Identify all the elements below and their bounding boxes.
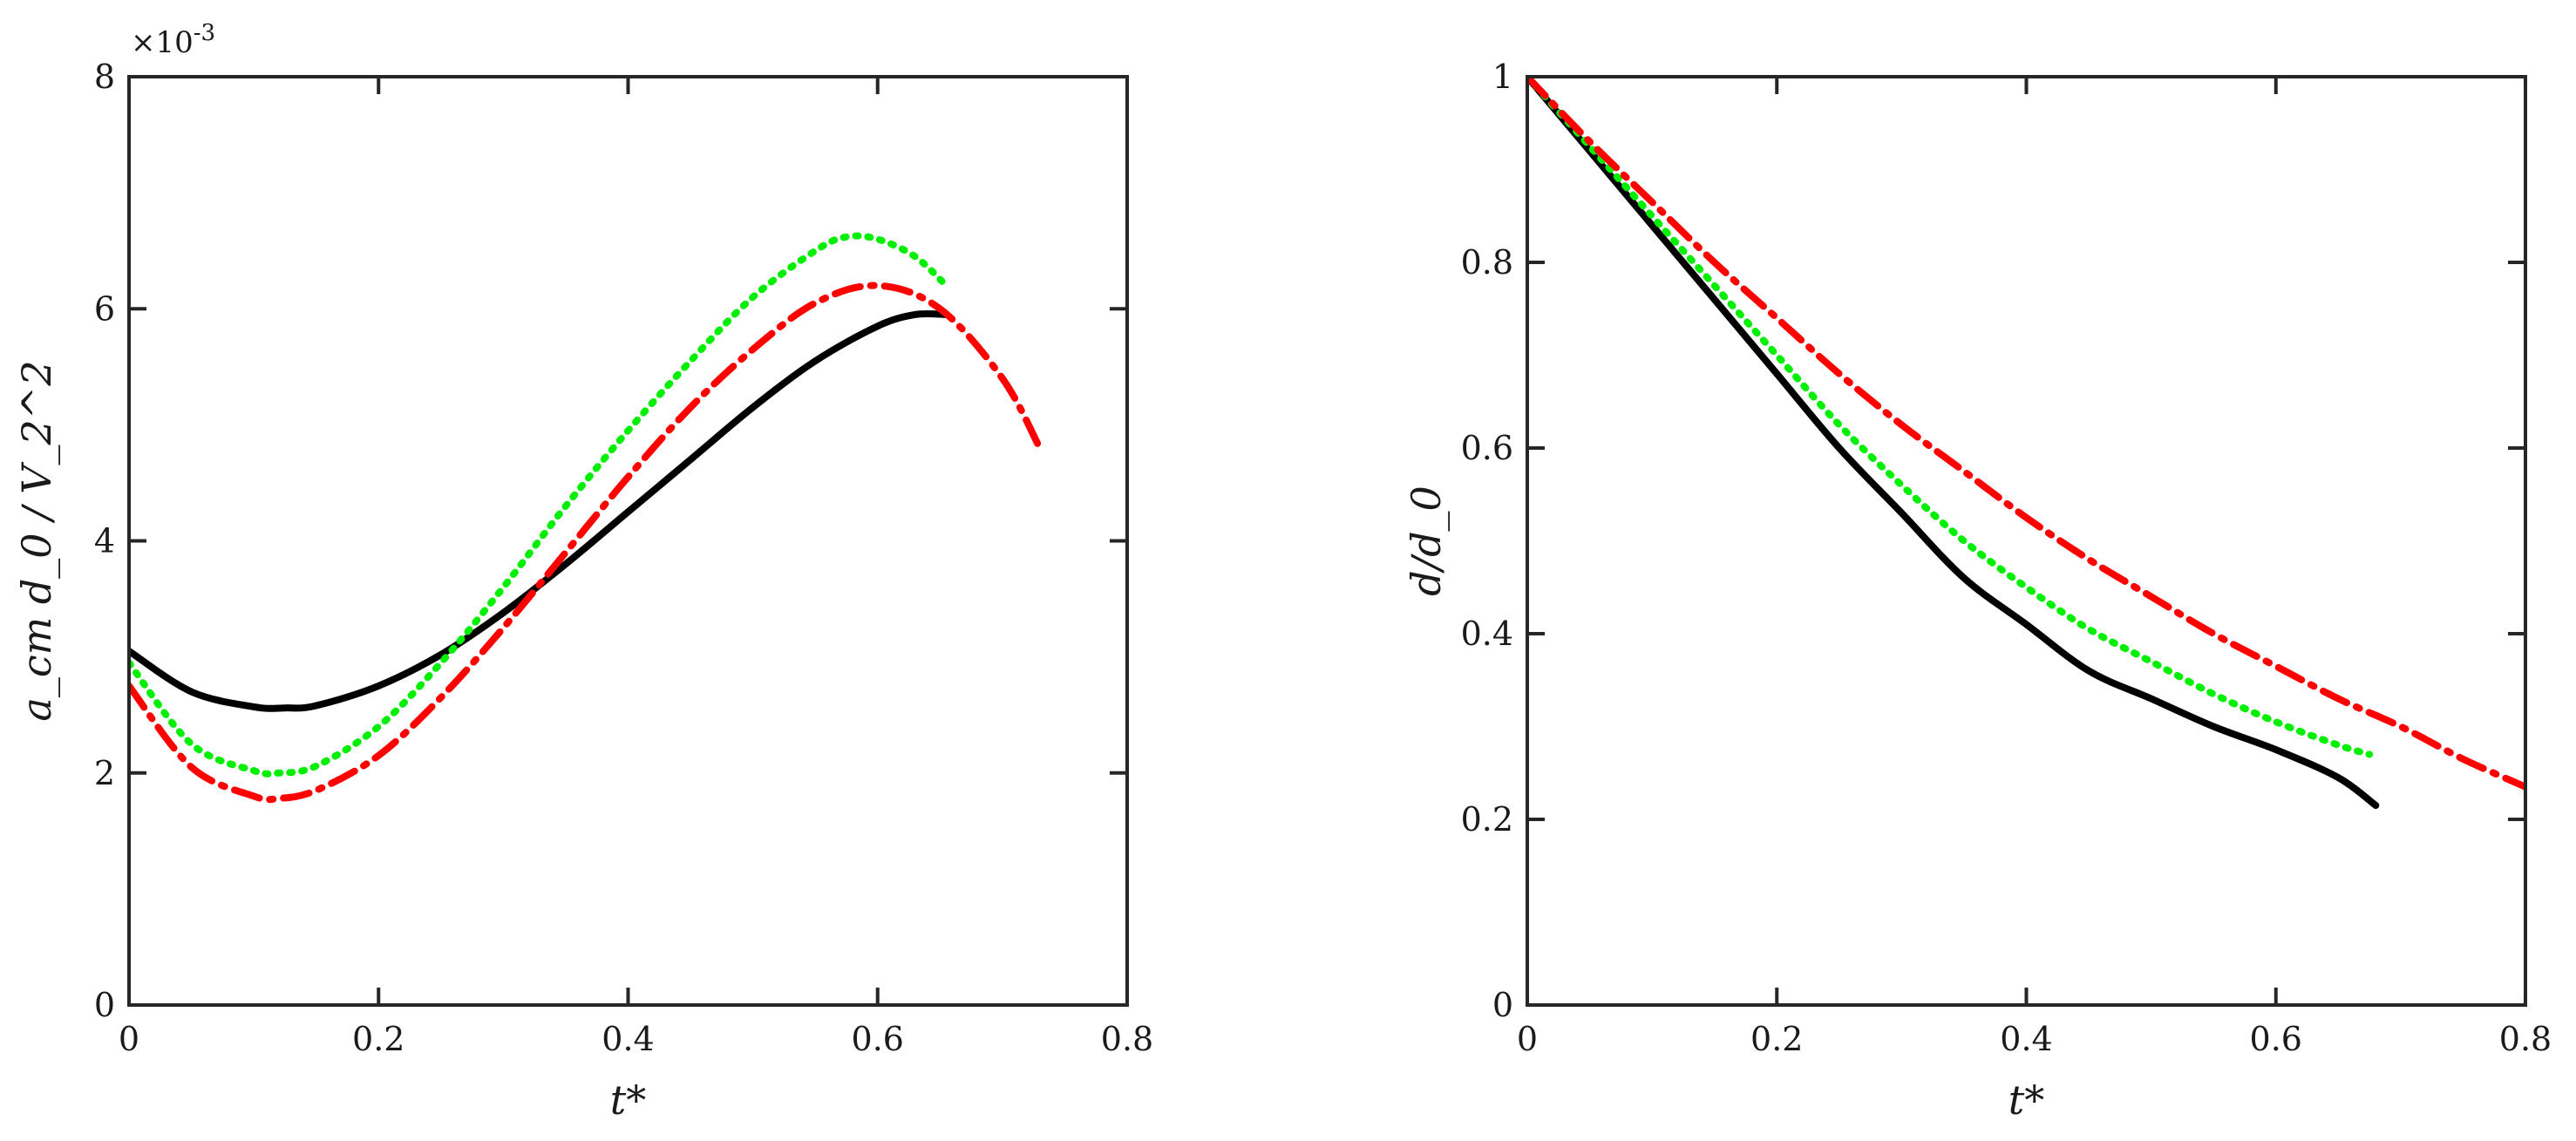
y-tick-label: 0.4 — [1461, 615, 1513, 653]
x-tick-label: 0.6 — [2250, 1020, 2302, 1058]
x-tick-label: 0.8 — [1101, 1020, 1153, 1058]
plot-area — [129, 232, 1043, 804]
y-tick-label: 2 — [94, 754, 115, 792]
right-chart: 0 0.2 0.4 0.6 0.8 0 0.2 0.4 0.6 0.8 1 t* d/d_0 — [1403, 58, 2552, 1124]
y-tick-label: 0.6 — [1461, 429, 1513, 467]
x-axis-label: t* — [2008, 1076, 2045, 1124]
series-line-dotted-green — [1527, 77, 2374, 758]
x-axis-label: t* — [610, 1076, 647, 1124]
y-tick-label: 8 — [94, 58, 115, 96]
x-tick-label: 0 — [119, 1020, 139, 1058]
series-line-dashdot-red — [1527, 77, 2525, 791]
y-tick-label: 0 — [94, 986, 115, 1024]
series-line-dotted-green — [129, 232, 950, 778]
x-tick-label: 0.4 — [2000, 1020, 2052, 1058]
y-tick-label: 0 — [1492, 986, 1513, 1024]
x-tick-label: 0.6 — [852, 1020, 904, 1058]
y-tick-label: 0.2 — [1461, 800, 1513, 839]
plot-area — [1527, 77, 2525, 809]
y-multiplier-label: ×10-3 — [131, 20, 215, 60]
y-axis-label: a_cm d_0 / V_2^2 — [13, 360, 60, 721]
y-tick-label: 0.8 — [1461, 243, 1513, 282]
series-line-solid-black — [1527, 77, 2380, 809]
left-chart: 0 0.2 0.4 0.6 0.8 0 2 4 6 8 t* a_cm d_0 / V_2^2 ×10-… — [13, 20, 1153, 1124]
y-tick-label: 1 — [1492, 58, 1513, 96]
y-tick-label: 4 — [94, 522, 115, 560]
x-tick-label: 0.2 — [1750, 1020, 1803, 1058]
x-tick-label: 0.8 — [2499, 1020, 2552, 1058]
y-axis-label: d/d_0 — [1403, 486, 1450, 596]
y-tick-label: 6 — [94, 289, 115, 328]
x-tick-label: 0 — [1517, 1020, 1538, 1058]
x-tick-label: 0.2 — [352, 1020, 404, 1058]
x-tick-label: 0.4 — [602, 1020, 654, 1058]
series-line-dashdot-red — [129, 282, 1043, 804]
